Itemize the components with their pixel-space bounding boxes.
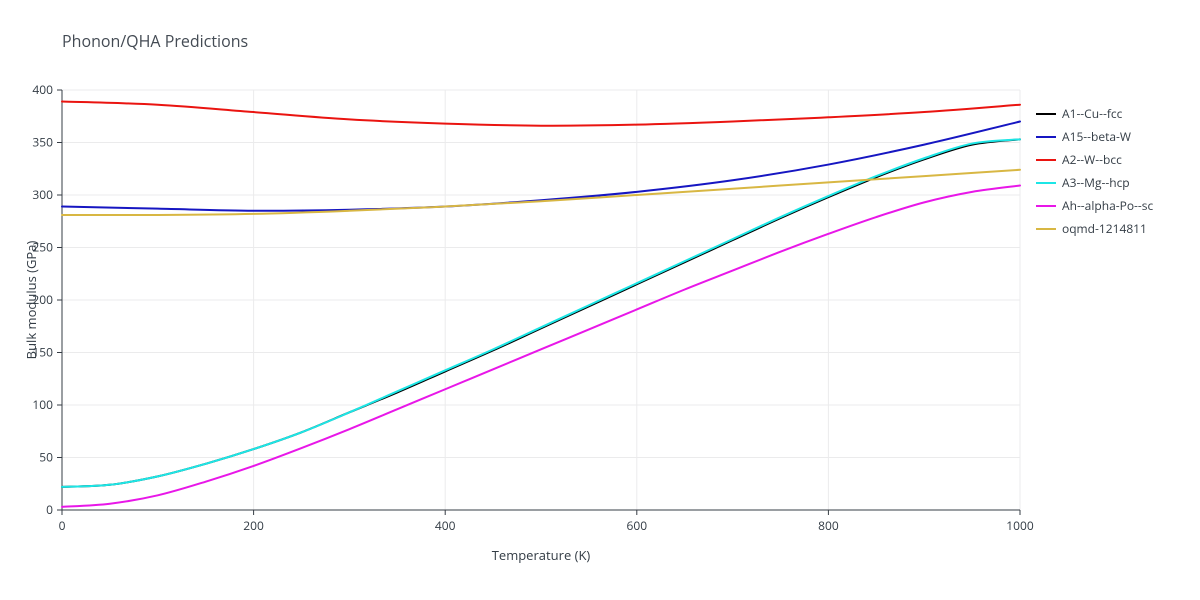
x-tick-label: 1000 — [1006, 517, 1034, 534]
series-line[interactable] — [62, 139, 1020, 487]
series-line[interactable] — [62, 122, 1020, 211]
chart-plot: 0200400600800100005010015020025030035040… — [0, 0, 1200, 600]
legend-swatch — [1036, 228, 1056, 230]
legend-item[interactable]: A1--Cu--fcc — [1036, 104, 1153, 123]
y-tick-label: 50 — [39, 449, 53, 466]
legend-label: oqmd-1214811 — [1062, 220, 1147, 237]
y-tick-label: 400 — [32, 81, 53, 98]
legend-item[interactable]: A15--beta-W — [1036, 127, 1153, 146]
x-tick-label: 200 — [243, 517, 264, 534]
legend-item[interactable]: A2--W--bcc — [1036, 150, 1153, 169]
y-tick-label: 100 — [32, 396, 53, 413]
legend-item[interactable]: A3--Mg--hcp — [1036, 173, 1153, 192]
legend-swatch — [1036, 159, 1056, 161]
y-tick-label: 300 — [32, 186, 53, 203]
legend-swatch — [1036, 182, 1056, 184]
series-line[interactable] — [62, 102, 1020, 126]
legend-label: A2--W--bcc — [1062, 151, 1122, 168]
x-tick-label: 600 — [627, 517, 648, 534]
legend-swatch — [1036, 113, 1056, 115]
x-axis-label: Temperature (K) — [481, 546, 601, 564]
legend-item[interactable]: oqmd-1214811 — [1036, 219, 1153, 238]
legend-label: A3--Mg--hcp — [1062, 174, 1130, 191]
series-line[interactable] — [62, 139, 1020, 487]
x-tick-label: 0 — [59, 517, 66, 534]
y-tick-label: 0 — [46, 501, 53, 518]
legend-label: A1--Cu--fcc — [1062, 105, 1122, 122]
legend-item[interactable]: Ah--alpha-Po--sc — [1036, 196, 1153, 215]
x-tick-label: 400 — [435, 517, 456, 534]
legend-label: Ah--alpha-Po--sc — [1062, 197, 1153, 214]
legend-label: A15--beta-W — [1062, 128, 1131, 145]
legend-swatch — [1036, 136, 1056, 138]
legend: A1--Cu--fcc A15--beta-W A2--W--bcc A3--Mg--… — [1036, 104, 1153, 242]
chart-container: Phonon/QHA Predictions 02004006008001000… — [0, 0, 1200, 600]
x-tick-label: 800 — [818, 517, 839, 534]
series-line[interactable] — [62, 186, 1020, 507]
y-tick-label: 350 — [32, 134, 53, 151]
y-axis-label: Bulk modulus (GPa) — [22, 230, 40, 370]
legend-swatch — [1036, 205, 1056, 207]
